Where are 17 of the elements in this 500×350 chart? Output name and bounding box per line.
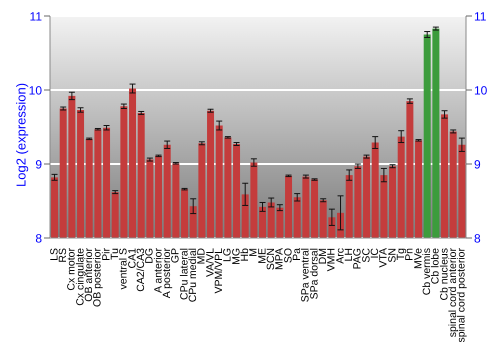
x-tick-label: Tg xyxy=(395,248,407,260)
y-tick-label: 10 xyxy=(28,83,42,98)
y-axis-title: Log2 (expression) xyxy=(14,82,29,187)
x-tick-label: RS xyxy=(57,248,69,263)
x-tick-label: DG xyxy=(144,248,156,264)
y-tick-label: 9 xyxy=(35,157,42,172)
y2-tick-label: 11 xyxy=(474,9,487,24)
y2-tick-label: 8 xyxy=(474,231,481,246)
x-tick-label: A posterior xyxy=(161,248,173,298)
x-tick-label: SCN xyxy=(265,248,277,270)
x-tick-label: OB posterior xyxy=(92,248,104,307)
y2-tick-label: 9 xyxy=(474,157,481,172)
y-tick-label: 8 xyxy=(35,231,42,246)
y2-tick-label: 10 xyxy=(474,83,488,98)
x-tick-label: IC xyxy=(369,248,381,258)
x-tick-label: spinal cord posterior xyxy=(456,247,468,343)
y-tick-label: 11 xyxy=(30,9,42,24)
